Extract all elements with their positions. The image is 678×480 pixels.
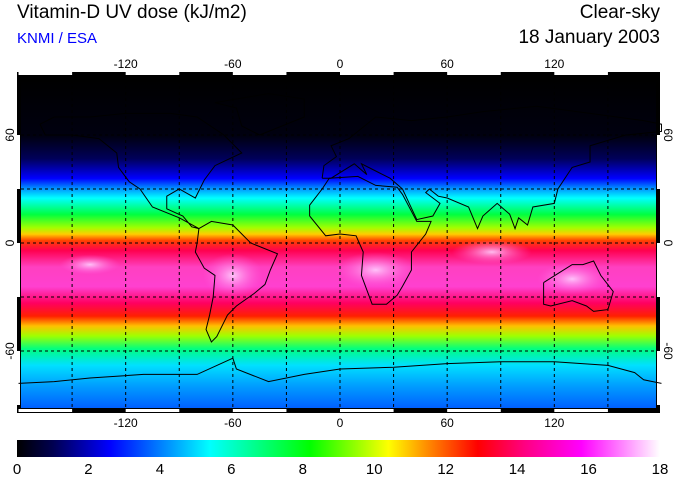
uv-maximum-region — [451, 240, 532, 264]
colorbar-tick-label: 6 — [227, 461, 235, 478]
frame-segment — [340, 72, 394, 75]
uv-maximum-region — [59, 254, 120, 275]
frame-segment — [554, 72, 608, 75]
frame-segment — [125, 409, 180, 412]
longitude-tick-label: 0 — [337, 57, 344, 71]
colorbar-tick-label: 2 — [84, 461, 92, 478]
frame-segment — [447, 409, 501, 412]
colorbar-tick-label: 16 — [580, 461, 597, 478]
date-label: 18 January 2003 — [518, 27, 660, 48]
longitude-tick-label: -120 — [114, 57, 138, 71]
longitude-tick-label: -120 — [114, 416, 138, 430]
frame-segment — [17, 243, 20, 297]
uv-maximum-region — [202, 253, 263, 298]
latitude-tick-label: -60 — [3, 342, 17, 360]
sky-condition-label: Clear-sky — [579, 2, 660, 23]
coastline-south-america — [194, 220, 279, 343]
colorbar-tick-label: 14 — [509, 461, 526, 478]
map-frame — [17, 72, 662, 413]
frame-segment — [232, 72, 287, 75]
colorbar-tick-label: 10 — [366, 461, 383, 478]
longitude-tick-label: 120 — [544, 57, 564, 71]
map-title: Vitamin-D UV dose (kJ/m2) — [17, 2, 247, 23]
colorbar — [17, 440, 660, 457]
colorbar-tick-label: 12 — [437, 461, 454, 478]
coastline-australia — [543, 260, 614, 312]
coastline-antarctica — [18, 357, 662, 384]
longitude-tick-label: 60 — [440, 416, 454, 430]
frame-segment — [657, 243, 660, 297]
frame-segment — [18, 72, 73, 75]
uv-dose-field — [21, 80, 656, 408]
longitude-tick-label: 120 — [544, 416, 564, 430]
longitude-tick-label: 60 — [440, 57, 454, 71]
frame-segment — [232, 409, 287, 412]
longitude-tick-label: -60 — [224, 57, 242, 71]
coastline-greenland — [214, 93, 305, 136]
frame-segment — [17, 351, 20, 405]
frame-segment — [17, 135, 20, 189]
colorbar-tick-label: 18 — [652, 461, 669, 478]
frame-segment — [125, 72, 180, 75]
latitude-tick-label: -60 — [661, 342, 675, 360]
frame-segment — [657, 351, 660, 405]
colorbar-tick-label: 4 — [156, 461, 164, 478]
longitude-tick-label: 0 — [337, 416, 344, 430]
latitude-tick-label: 0 — [661, 240, 675, 247]
organization-label: KNMI / ESA — [17, 30, 98, 47]
latitude-tick-label: 0 — [3, 239, 17, 246]
longitude-tick-label: -60 — [224, 416, 242, 430]
coastline-eurasia — [321, 105, 662, 231]
colorbar-tick-label: 8 — [299, 461, 307, 478]
frame-segment — [18, 409, 73, 412]
frame-segment — [447, 72, 501, 75]
coastline-africa — [309, 175, 432, 305]
latitude-tick-label: 60 — [3, 128, 17, 142]
colorbar-tick-label: 0 — [13, 461, 21, 478]
coastline-north-america — [39, 112, 243, 230]
frame-segment — [554, 409, 608, 412]
latitude-tick-label: 60 — [661, 128, 675, 142]
frame-segment — [340, 409, 394, 412]
uv-maximum-region — [335, 252, 416, 288]
frame-segment — [657, 135, 660, 189]
